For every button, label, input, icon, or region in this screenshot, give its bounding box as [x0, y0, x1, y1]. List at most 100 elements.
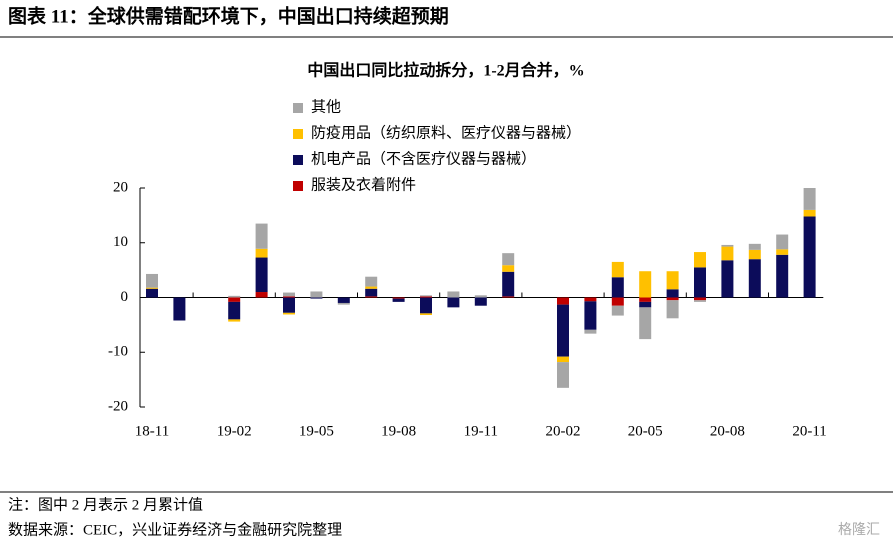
legend-label: 防疫用品（纺织原料、医疗仪器与器械）: [311, 124, 581, 141]
bar-segment: [611, 277, 624, 298]
bar-segment: [502, 265, 515, 272]
bar-segment: [310, 291, 323, 298]
bar-segment: [557, 362, 569, 388]
bar-segment: [557, 356, 569, 363]
bar-segment: [611, 261, 624, 278]
legend-swatch: [293, 155, 303, 165]
bar-segment: [666, 300, 679, 319]
bar-segment: [392, 297, 405, 299]
bar-segment: [255, 257, 268, 293]
bar-segment: [721, 244, 734, 247]
x-tick-label: 20-11: [792, 423, 826, 439]
bar-segment: [146, 273, 158, 288]
bar-segment: [776, 249, 789, 255]
y-tick-label: 10: [113, 234, 128, 250]
bar-segment: [639, 301, 652, 308]
x-tick-label: 18-11: [135, 423, 169, 439]
watermark: 格隆汇: [838, 522, 880, 538]
bar-segment: [392, 298, 405, 302]
bar-segment: [502, 296, 515, 298]
bar-segment: [639, 271, 652, 298]
bar-segment: [776, 254, 789, 298]
bar-segment: [611, 297, 624, 306]
legend-swatch: [293, 181, 303, 191]
bar-segment: [283, 312, 295, 315]
bar-segment: [283, 297, 295, 313]
x-tick-label: 20-02: [546, 423, 581, 439]
x-tick-label: 19-05: [299, 423, 334, 439]
bar-segment: [173, 297, 186, 321]
x-tick-label: 19-02: [217, 423, 252, 439]
bar-segment: [228, 295, 241, 298]
bar-segment: [721, 260, 734, 298]
bar-segment: [420, 313, 432, 316]
bar-segment: [611, 305, 624, 316]
x-tick-label: 20-05: [628, 423, 663, 439]
bar-segment: [474, 297, 487, 306]
bar-segment: [310, 297, 323, 299]
bar-segment: [666, 289, 679, 298]
bar-segment: [365, 296, 378, 298]
x-tick-label: 20-08: [710, 423, 745, 439]
bar-segment: [721, 246, 734, 261]
bar-segment: [146, 288, 158, 298]
x-tick-label: 19-08: [381, 423, 416, 439]
bar-segment: [502, 253, 515, 266]
bar-segment: [447, 297, 460, 308]
y-tick-label: -10: [108, 344, 128, 360]
bar-segment: [474, 295, 487, 298]
bar-segment: [365, 276, 378, 287]
bar-segment: [694, 252, 706, 268]
chart-title: 中国出口同比拉动拆分，1-2月合并，%: [307, 61, 584, 80]
note: 注：图中 2 月表示 2 月累计值: [8, 496, 203, 513]
bar-segment: [146, 287, 158, 289]
source: 数据来源：CEIC，兴业证券经济与金融研究院整理: [8, 520, 342, 538]
bar-segment: [666, 271, 679, 290]
bar-segment: [283, 296, 295, 298]
bar-segment: [803, 188, 816, 210]
bar-segment: [420, 295, 432, 297]
legend-swatch: [293, 103, 303, 113]
bar-segment: [803, 209, 816, 217]
bar-segment: [584, 297, 597, 302]
bar-segment: [447, 291, 460, 298]
bar-segment: [639, 297, 652, 302]
page-title: 图表 11：全球供需错配环境下，中国出口持续超预期: [8, 4, 449, 27]
bar-segment: [337, 297, 350, 303]
bar-segment: [228, 297, 241, 302]
bar-segment: [228, 301, 241, 320]
bar-segment: [748, 259, 761, 298]
bar-segment: [502, 271, 515, 297]
bar-segment: [365, 288, 378, 297]
bar-segment: [228, 319, 241, 322]
bar-segment: [803, 216, 816, 298]
bar-segment: [776, 234, 789, 250]
bar-segment: [557, 297, 569, 305]
bar-segment: [365, 286, 378, 289]
bar-segment: [255, 248, 268, 258]
y-tick-label: 0: [121, 289, 129, 305]
bar-segment: [639, 307, 652, 340]
bar-segment: [666, 297, 679, 301]
bar-segment: [420, 296, 432, 298]
legend-label: 其他: [311, 98, 341, 115]
bar-segment: [255, 223, 268, 249]
bar-segment: [557, 304, 569, 357]
bar-segment: [748, 243, 761, 250]
bar-segment: [255, 292, 268, 298]
bar-segment: [337, 302, 350, 305]
bar-segment: [694, 267, 706, 298]
bar-segment: [283, 292, 295, 297]
bar-segment: [694, 297, 706, 301]
y-tick-label: -20: [108, 398, 128, 414]
x-tick-label: 19-11: [464, 423, 498, 439]
legend-swatch: [293, 129, 303, 139]
legend-label: 机电产品（不含医疗仪器与器械）: [311, 150, 536, 167]
bar-segment: [584, 329, 597, 334]
bar-segment: [584, 301, 597, 330]
bar-segment: [694, 300, 706, 302]
y-tick-label: 20: [113, 179, 128, 195]
bar-segment: [420, 297, 432, 314]
legend-label: 服装及衣着附件: [311, 176, 416, 193]
